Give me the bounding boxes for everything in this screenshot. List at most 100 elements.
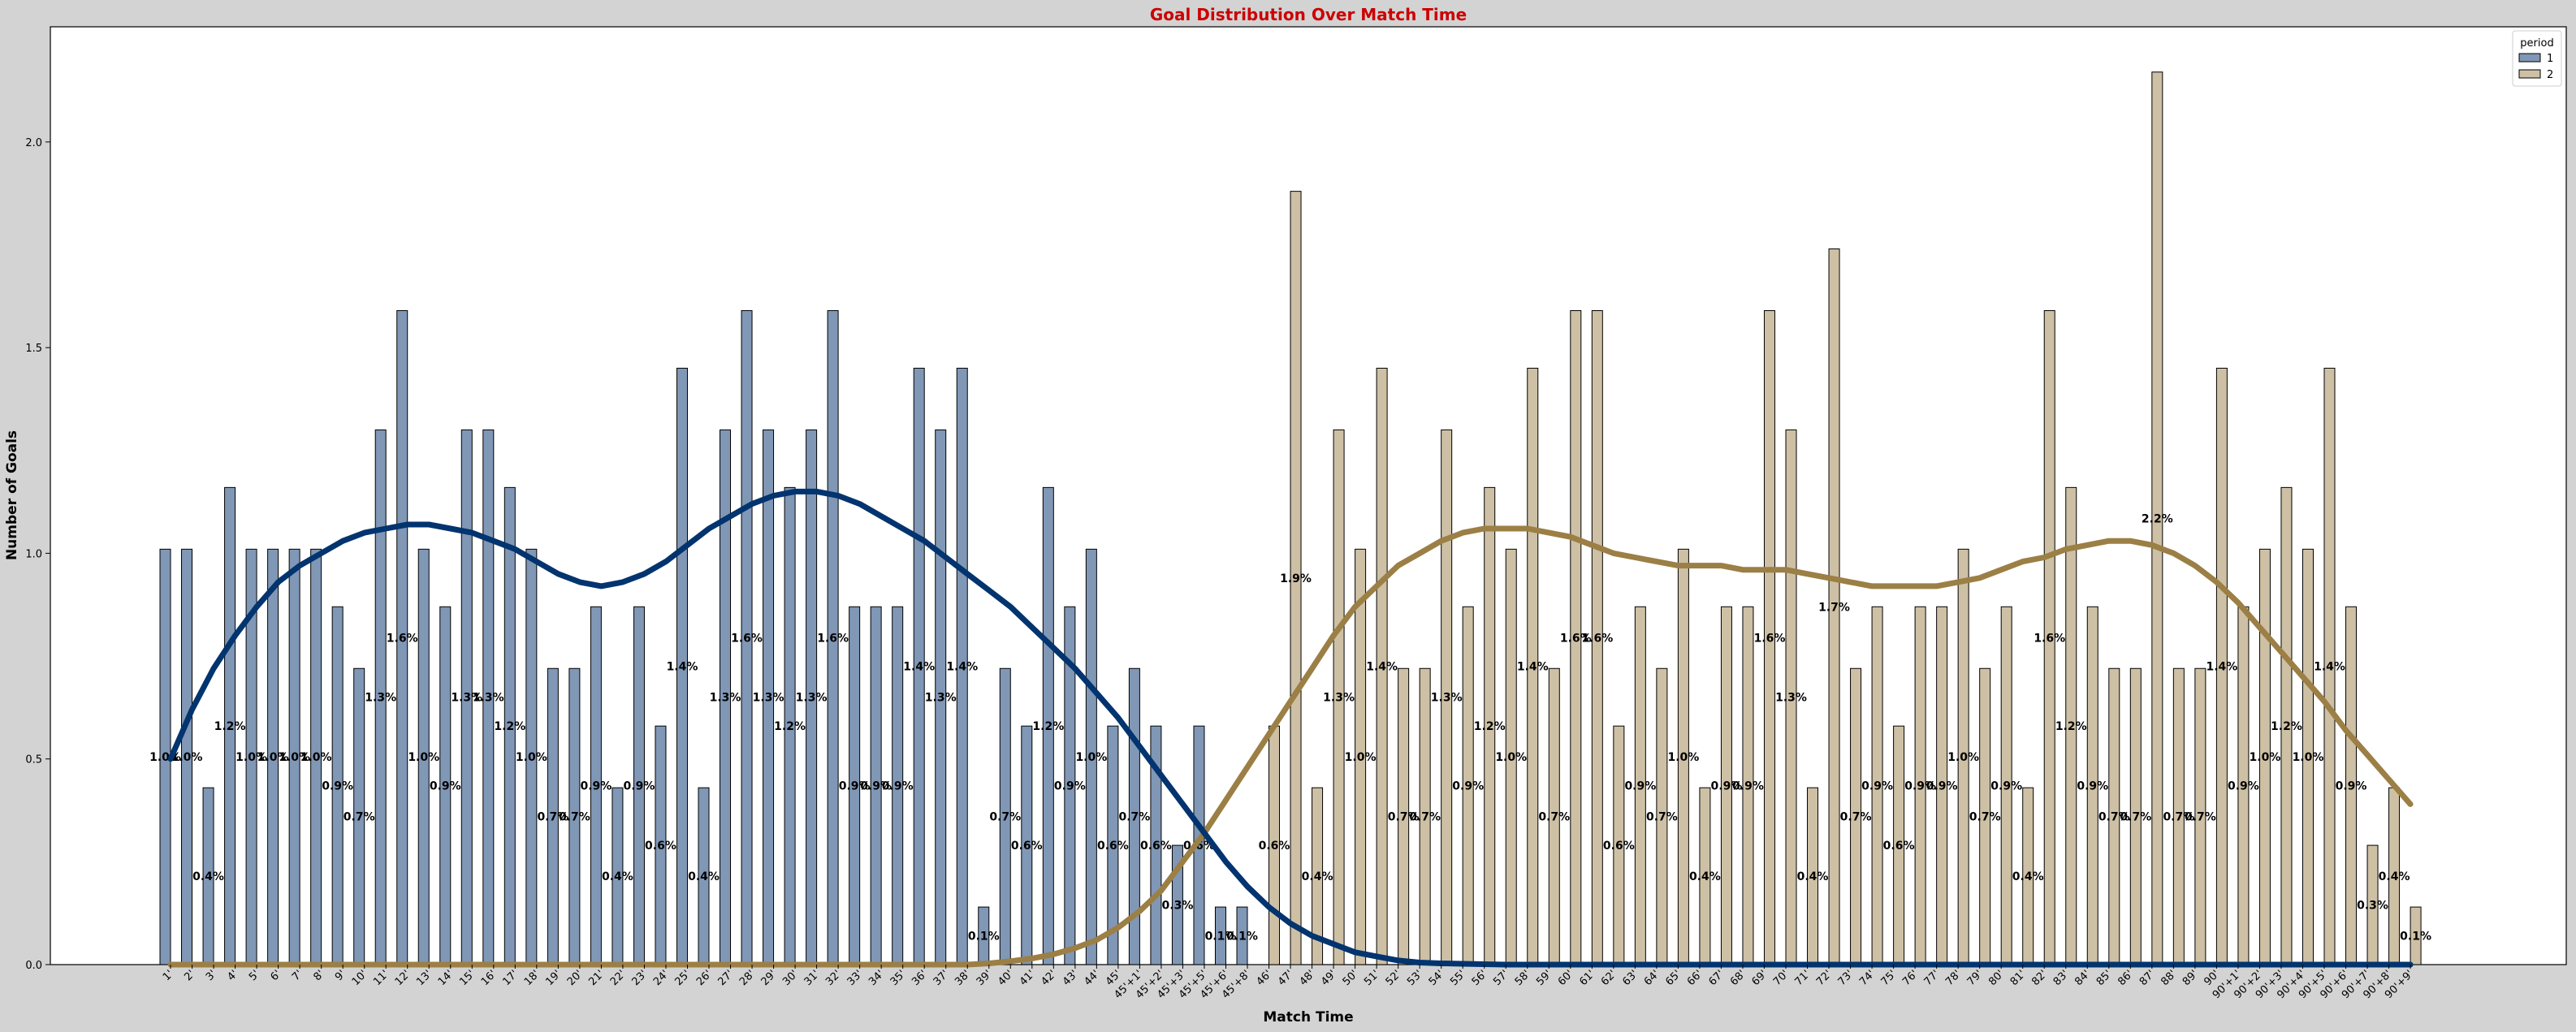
pct-label-period-1: 0.6% bbox=[1140, 840, 1172, 853]
pct-label-period-1: 0.9% bbox=[580, 780, 612, 793]
bar-period-2 bbox=[1312, 787, 1324, 965]
bar-period-1 bbox=[1021, 725, 1033, 965]
pct-label-period-2: 0.9% bbox=[1711, 780, 1743, 793]
pct-label-period-1: 1.0% bbox=[279, 751, 310, 764]
bar-period-1 bbox=[1236, 906, 1248, 965]
pct-label-period-2: 0.7% bbox=[2163, 811, 2194, 824]
pct-label-period-2: 0.9% bbox=[1990, 780, 2022, 793]
pct-label-period-1: 1.0% bbox=[1075, 751, 1107, 764]
pct-label-period-1: 1.3% bbox=[473, 692, 504, 705]
pct-label-period-1: 1.3% bbox=[925, 692, 957, 705]
bar-period-1 bbox=[1064, 606, 1076, 965]
y-axis-label: Number of Goals bbox=[4, 430, 20, 560]
pct-label-period-2: 1.3% bbox=[1323, 692, 1355, 705]
pct-label-period-2: 0.7% bbox=[2098, 811, 2130, 824]
pct-label-period-2: 1.0% bbox=[2250, 751, 2281, 764]
x-axis-label: Match Time bbox=[1263, 1009, 1353, 1026]
pct-label-period-1: 0.9% bbox=[839, 780, 871, 793]
pct-label-period-1: 1.6% bbox=[387, 632, 418, 645]
y-tick-label: 0.5 bbox=[25, 754, 42, 766]
pct-label-period-1: 1.4% bbox=[667, 661, 698, 674]
pct-label-period-1: 0.9% bbox=[322, 780, 353, 793]
pct-label-period-1: 0.6% bbox=[1011, 840, 1043, 853]
pct-label-period-2: 1.6% bbox=[1754, 632, 1786, 645]
bar-period-1 bbox=[1042, 486, 1054, 965]
pct-label-period-1: 1.0% bbox=[236, 751, 267, 764]
pct-label-period-2: 1.6% bbox=[1560, 632, 1592, 645]
legend-label-period-1: 1 bbox=[2547, 53, 2553, 65]
pct-label-period-1: 1.0% bbox=[171, 751, 203, 764]
legend: period 1 2 bbox=[2512, 30, 2562, 87]
pct-label-period-1: 0.6% bbox=[1097, 840, 1129, 853]
bar-period-2 bbox=[1355, 548, 1367, 965]
pct-label-period-1: 1.4% bbox=[946, 661, 978, 674]
y-tick-label: 1.0 bbox=[25, 548, 42, 560]
pct-label-period-1: 1.3% bbox=[365, 692, 396, 705]
pct-label-period-2: 0.7% bbox=[2120, 811, 2151, 824]
pct-label-period-1: 1.0% bbox=[516, 751, 547, 764]
pct-label-period-1: 1.4% bbox=[903, 661, 935, 674]
pct-label-period-2: 0.9% bbox=[2228, 780, 2259, 793]
pct-label-period-2: 0.4% bbox=[2012, 870, 2044, 883]
pct-label-period-1: 0.7% bbox=[344, 811, 375, 824]
pct-label-period-2: 0.6% bbox=[1883, 840, 1915, 853]
pct-label-period-2: 0.9% bbox=[1732, 780, 1764, 793]
pct-label-period-1: 1.2% bbox=[774, 720, 806, 733]
pct-label-period-2: 0.9% bbox=[1926, 780, 1958, 793]
pct-label-period-2: 1.2% bbox=[2271, 720, 2302, 733]
pct-label-period-1: 0.9% bbox=[624, 780, 655, 793]
legend-swatch-period-2 bbox=[2518, 69, 2541, 79]
bar-period-2 bbox=[1398, 667, 1410, 965]
pct-label-period-1: 0.1% bbox=[1226, 931, 1258, 943]
bar-period-1 bbox=[1150, 725, 1162, 965]
pct-label-period-1: 0.1% bbox=[968, 931, 1000, 943]
pct-label-period-1: 0.7% bbox=[989, 811, 1021, 824]
pct-label-period-2: 0.7% bbox=[1646, 811, 1678, 824]
pct-label-period-2: 0.7% bbox=[1388, 811, 1420, 824]
pct-label-period-1: 0.9% bbox=[430, 780, 461, 793]
y-tick-label: 2.0 bbox=[25, 137, 42, 149]
pct-label-period-2: 0.4% bbox=[2379, 870, 2410, 883]
pct-label-period-2: 0.9% bbox=[1861, 780, 1893, 793]
bar-period-2 bbox=[1290, 191, 1302, 965]
pct-label-period-1: 1.2% bbox=[494, 720, 525, 733]
pct-label-period-1: 0.7% bbox=[1118, 811, 1150, 824]
pct-label-period-1: 1.2% bbox=[214, 720, 246, 733]
pct-label-period-2: 1.0% bbox=[1667, 751, 1699, 764]
pct-label-period-2: 1.7% bbox=[1818, 601, 1850, 614]
density-curve-period-2 bbox=[167, 525, 2414, 968]
y-tick-label: 1.5 bbox=[25, 343, 42, 355]
density-curves-layer bbox=[167, 488, 2414, 968]
bar-period-2 bbox=[1333, 429, 1345, 965]
bar-period-1 bbox=[1085, 548, 1097, 965]
bar-period-1 bbox=[1214, 906, 1226, 965]
pct-label-period-1: 0.1% bbox=[1205, 931, 1237, 943]
pct-label-period-1: 0.7% bbox=[537, 811, 568, 824]
pct-label-period-1: 0.6% bbox=[645, 840, 676, 853]
chart-title: Goal Distribution Over Match Time bbox=[1150, 5, 1467, 24]
pct-label-period-2: 1.2% bbox=[1474, 720, 1506, 733]
pct-label-period-2: 0.9% bbox=[1904, 780, 1936, 793]
legend-swatch-period-1 bbox=[2518, 53, 2541, 63]
pct-label-period-2: 0.6% bbox=[1603, 840, 1635, 853]
pct-label-period-2: 1.6% bbox=[1581, 632, 1613, 645]
pct-label-period-1: 0.4% bbox=[192, 870, 224, 883]
bar-period-1 bbox=[1107, 725, 1119, 965]
pct-label-period-1: 1.0% bbox=[300, 751, 332, 764]
pct-label-period-2: 0.7% bbox=[1409, 811, 1441, 824]
pct-label-period-1: 0.7% bbox=[559, 811, 590, 824]
pct-label-period-1: 0.4% bbox=[602, 870, 633, 883]
pct-label-period-2: 0.9% bbox=[2336, 780, 2367, 793]
pct-label-period-1: 0.9% bbox=[1054, 780, 1086, 793]
pct-label-period-2: 0.9% bbox=[2077, 780, 2108, 793]
pct-label-period-2: 0.1% bbox=[2400, 931, 2431, 943]
pct-label-period-2: 0.7% bbox=[1538, 811, 1570, 824]
pct-label-period-2: 0.7% bbox=[1969, 811, 2001, 824]
density-curve-period-1 bbox=[167, 488, 2414, 968]
y-axis-ticks: 0.0 0.5 1.0 1.5 2.0 bbox=[25, 137, 50, 972]
pct-label-period-2: 0.9% bbox=[1624, 780, 1656, 793]
pct-label-period-2: 0.4% bbox=[1689, 870, 1721, 883]
legend-title: period bbox=[2520, 37, 2553, 50]
pct-label-period-1: 1.6% bbox=[731, 632, 763, 645]
